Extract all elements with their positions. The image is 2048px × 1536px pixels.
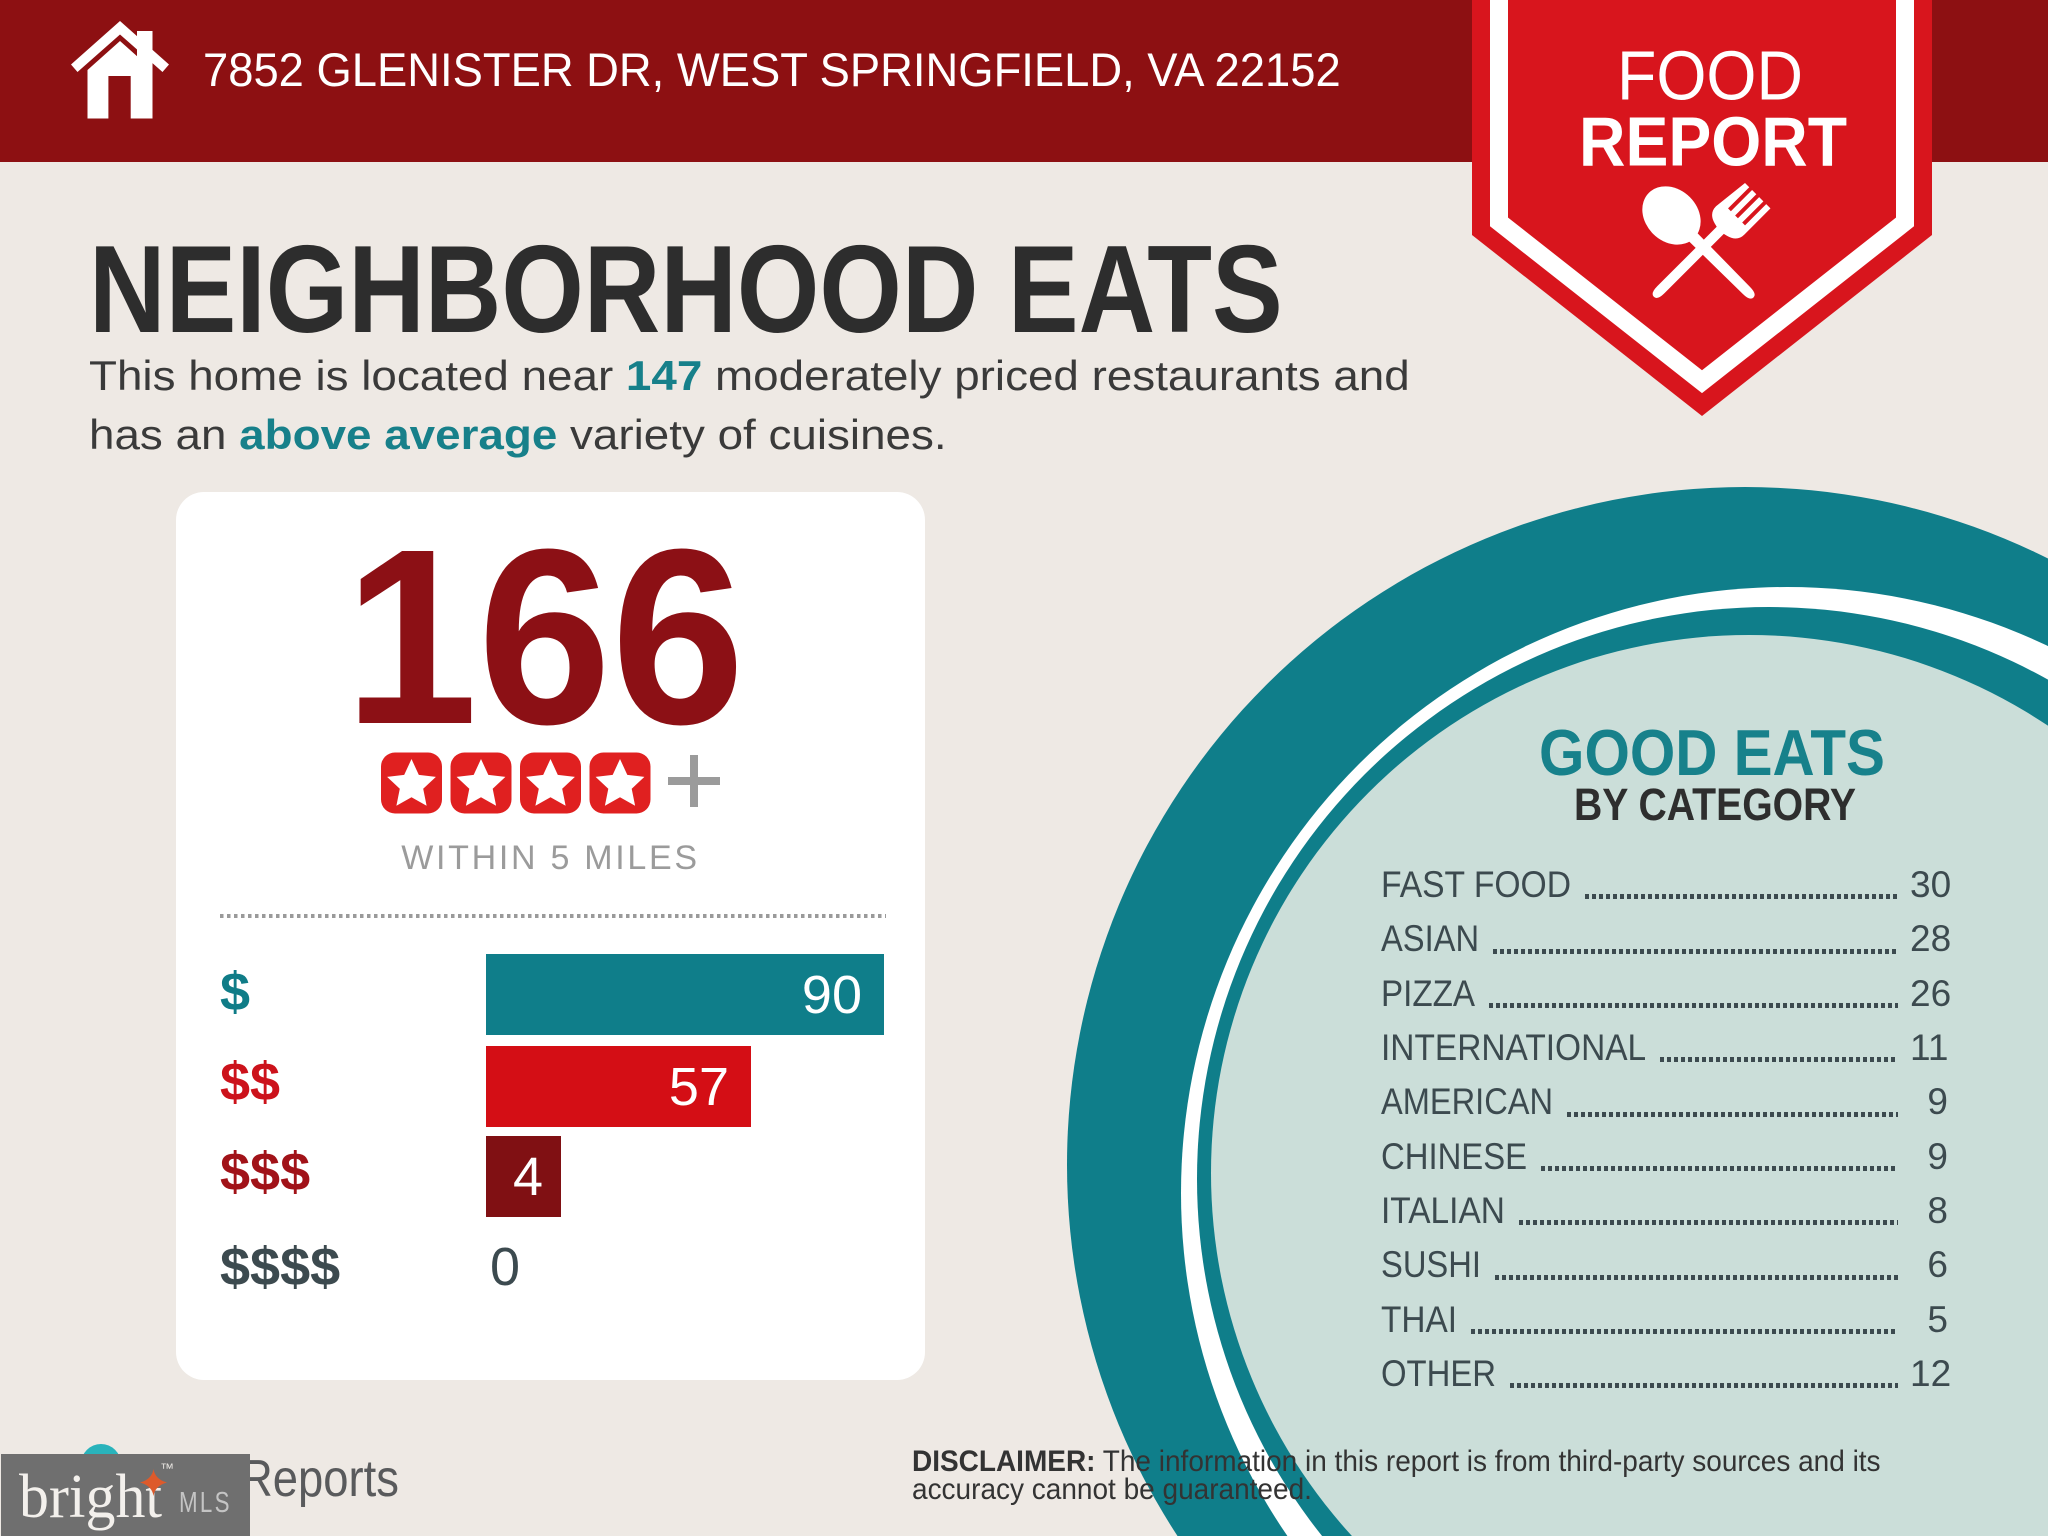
svg-text:FOOD: FOOD (1617, 37, 1803, 115)
svg-text:REPORT: REPORT (1579, 102, 1847, 180)
